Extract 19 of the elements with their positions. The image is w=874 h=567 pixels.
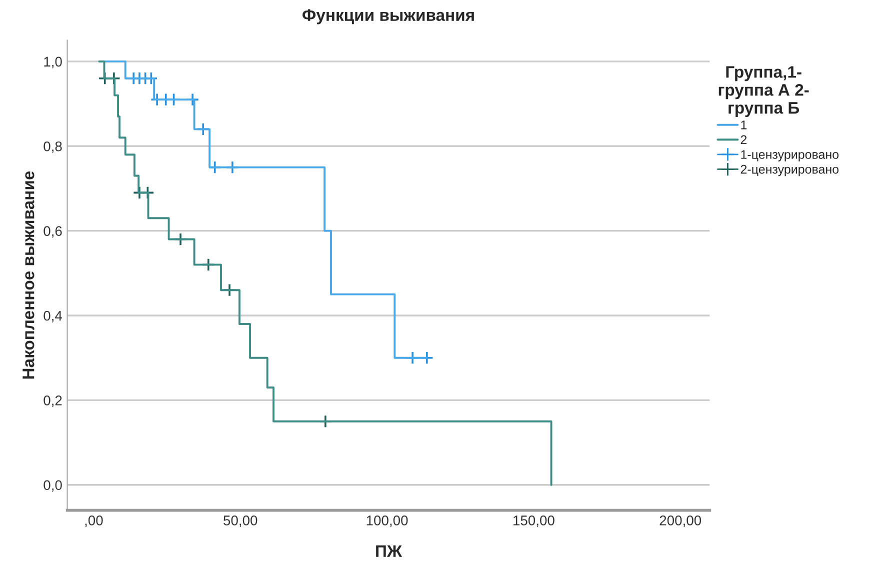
legend-label: 1 — [741, 120, 747, 130]
x-tick-label: 200,00 — [660, 516, 702, 528]
y-tick-label: 0,4 — [44, 310, 62, 322]
x-tick-label: 150,00 — [514, 516, 554, 528]
chart-title: Функции выживания — [302, 9, 474, 24]
y-axis-title: Накопленное выживание — [22, 171, 34, 379]
x-tick-label: 100,00 — [366, 516, 408, 528]
y-tick-label: 0,8 — [44, 141, 62, 153]
x-axis-title: ПЖ — [376, 545, 402, 557]
y-tick-label: 1,0 — [44, 56, 62, 68]
y-tick-label: 0,2 — [44, 396, 62, 408]
legend-label: 1-цензурировано — [741, 150, 839, 162]
legend-label: 2 — [740, 135, 747, 144]
y-tick-label: 0,6 — [44, 226, 62, 238]
legend-label: 2-цензурировано — [740, 164, 839, 176]
x-tick-label: 50,00 — [224, 516, 258, 528]
x-tick-label: ,00 — [85, 516, 103, 528]
legend-title: Группа,1- группа А 2- группа Б — [718, 66, 809, 118]
y-tick-label: 0,0 — [44, 480, 62, 492]
